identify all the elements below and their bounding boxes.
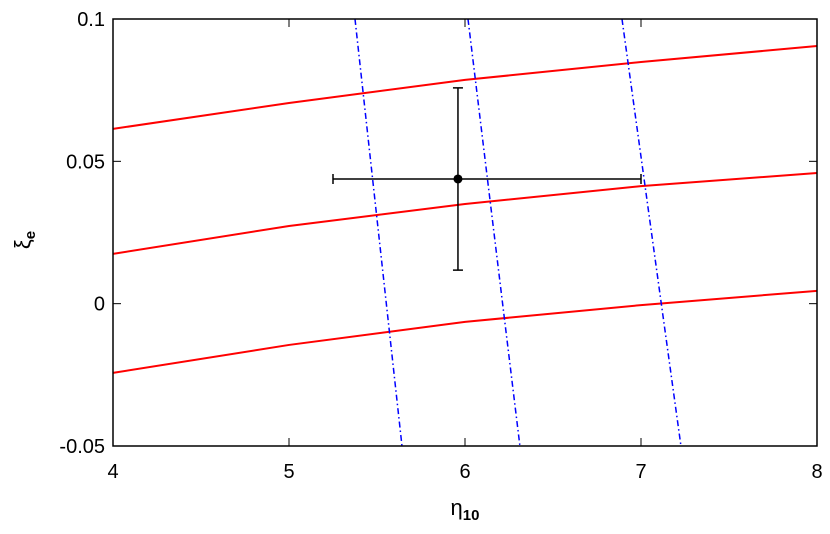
plot-frame <box>112 18 818 447</box>
y-tick-label: -0.05 <box>59 436 105 458</box>
y-label-main: ξ <box>10 239 35 249</box>
y-axis-label: ξe <box>10 231 39 249</box>
x-tick-label: 6 <box>459 461 470 483</box>
x-label-sub: 10 <box>463 507 480 524</box>
y-tick-label: 0 <box>94 294 105 316</box>
curve <box>112 289 818 374</box>
x-tick-label: 7 <box>635 461 646 483</box>
curve <box>467 18 521 447</box>
data-point <box>453 174 463 184</box>
x-tick-label: 8 <box>811 461 822 483</box>
y-label-sub: e <box>22 231 39 239</box>
plot-area <box>112 18 818 447</box>
y-tick-label: 0.05 <box>66 151 105 173</box>
x-tick-label: 4 <box>107 461 118 483</box>
y-tick-label: 0.1 <box>77 9 105 31</box>
x-axis-label: η10 <box>451 495 480 524</box>
curve <box>621 18 682 447</box>
x-label-main: η <box>451 495 463 520</box>
curve <box>112 45 818 130</box>
curve <box>112 172 818 255</box>
x-error-bar <box>332 173 642 184</box>
x-tick-label: 5 <box>283 461 294 483</box>
curve <box>354 18 403 447</box>
